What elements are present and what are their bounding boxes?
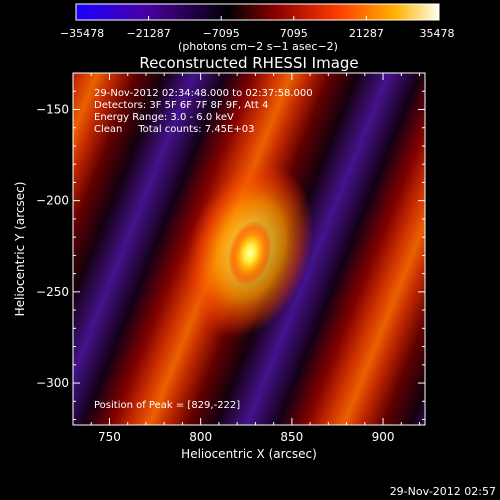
x-axis: 750 800 850 900 xyxy=(90,73,421,444)
x-tick-label: 800 xyxy=(189,430,212,444)
x-tick-label: 850 xyxy=(280,430,303,444)
footer-timestamp: 29-Nov-2012 02:57 xyxy=(390,485,496,498)
annotations: 29-Nov-2012 02:34:48.000 to 02:37:58.000… xyxy=(94,88,313,411)
y-tick-label: −250 xyxy=(36,285,69,299)
annotation-detectors: Detectors: 3F 5F 6F 7F 8F 9F, Att 4 xyxy=(94,100,268,111)
y-axis: −150 −200 −250 −300 xyxy=(36,72,425,421)
y-tick-label: −200 xyxy=(36,194,69,208)
heatmap-peak xyxy=(228,220,272,286)
x-tick-label: 750 xyxy=(98,430,121,444)
annotation-method-counts: Clean Total counts: 7.45E+03 xyxy=(94,124,254,135)
colorbar: −35478 −21287 −7095 7095 21287 35478 (photons… xyxy=(60,3,455,53)
colorbar-tick-label: 35478 xyxy=(420,27,455,40)
colorbar-tick-label: −21287 xyxy=(126,27,170,40)
plot-area: 750 800 850 900 −150 −200 −250 −300 xyxy=(36,72,426,444)
y-tick-label: −300 xyxy=(36,376,69,390)
x-axis-label: Heliocentric X (arcsec) xyxy=(181,447,317,461)
y-axis-label: Heliocentric Y (arcsec) xyxy=(13,182,27,317)
colorbar-tick-label: −35478 xyxy=(60,27,104,40)
colorbar-ticks: −35478 −21287 −7095 7095 21287 35478 xyxy=(60,16,455,40)
colorbar-gradient xyxy=(75,3,440,21)
heatmap-image xyxy=(73,73,425,425)
colorbar-units: (photons cm−2 s−1 asec−2) xyxy=(178,40,338,53)
chart-title: Reconstructed RHESSI Image xyxy=(139,54,358,72)
y-tick-label: −150 xyxy=(36,102,69,116)
x-tick-label: 900 xyxy=(372,430,395,444)
colorbar-tick-label: −7095 xyxy=(203,27,240,40)
annotation-peak-position: Position of Peak = [829,-222] xyxy=(94,400,240,411)
annotation-energy-range: Energy Range: 3.0 - 6.0 keV xyxy=(94,112,234,123)
annotation-time-range: 29-Nov-2012 02:34:48.000 to 02:37:58.000 xyxy=(94,88,313,99)
plot-frame xyxy=(72,72,426,426)
colorbar-tick-label: 21287 xyxy=(349,27,384,40)
colorbar-tick-label: 7095 xyxy=(280,27,308,40)
